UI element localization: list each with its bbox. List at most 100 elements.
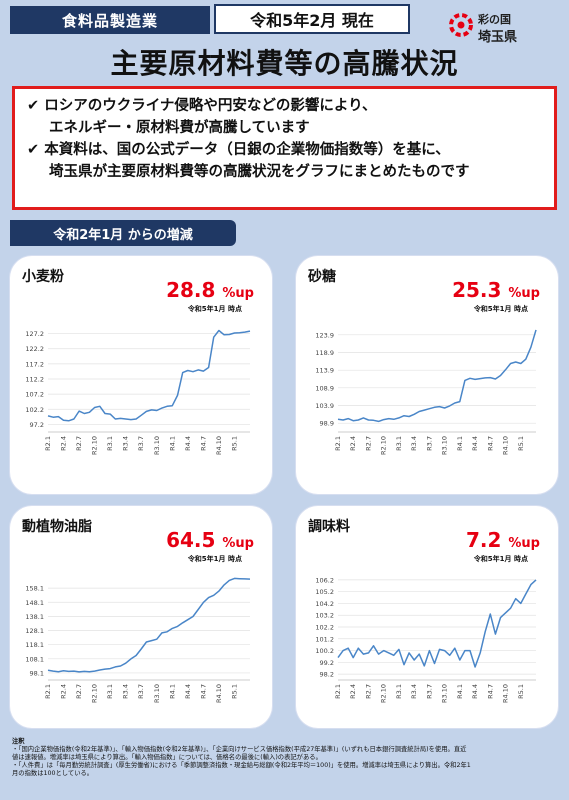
chart-title: 動植物油脂 [22, 519, 92, 535]
x-tick-label: R4.4 [184, 684, 192, 699]
notice-text-1: ロシアのウクライナ侵略や円安などの影響により、 [44, 98, 377, 114]
x-tick-label: R5.1 [230, 684, 238, 699]
x-tick-label: R3.4 [122, 436, 130, 451]
check-icon: ✔ [27, 142, 40, 158]
notes-line-3: ・「人件費」は「毎月勤労統計調査」(厚生労働省)における「季節調整済指数・現金給… [12, 762, 471, 769]
x-tick-label: R3.7 [425, 684, 433, 699]
notice-text-2: エネルギー・原材料費が高騰しています [49, 120, 310, 136]
y-tick-label: 99.2 [320, 659, 334, 667]
y-tick-label: 106.2 [315, 576, 334, 584]
y-tick-label: 108.1 [25, 655, 44, 663]
x-tick-label: R2.7 [364, 436, 372, 451]
x-tick-label: R4.1 [168, 436, 176, 451]
change-rate: 7.2 %up [466, 528, 540, 552]
x-tick-label: R5.1 [517, 684, 525, 699]
chart-card-oils-fats: 動植物油脂 64.5 %up 令和5年1月 時点 98.1 108.1 118.1 1… [10, 506, 272, 728]
y-tick-label: 102.2 [25, 406, 44, 414]
x-tick-label: R2.7 [75, 436, 83, 451]
change-rate: 25.3 %up [452, 278, 540, 302]
y-tick-label: 98.2 [320, 671, 334, 679]
x-tick-label: R5.1 [517, 436, 525, 451]
notice-line: ✔ ロシアのウクライナ侵略や円安などの影響により、 [27, 95, 542, 117]
change-unit: %up [508, 286, 540, 301]
line-chart: 98.2 99.2 100.2 101.2 102.2 103.2 104.2 105.2 10… [315, 576, 537, 703]
x-tick-label: R2.4 [60, 684, 68, 699]
x-tick-label: R4.1 [168, 684, 176, 699]
saitama-logo: 彩の国 埼玉県 [448, 8, 558, 45]
x-tick-label: R2.1 [334, 684, 342, 699]
x-tick-label: R3.7 [425, 436, 433, 451]
as-of-label: 令和5年1月 時点 [473, 305, 528, 313]
change-rate: 28.8 %up [166, 278, 254, 302]
x-tick-label: R3.10 [441, 684, 449, 703]
notes-line-2: 値は速報値。増減率は埼玉県により算出。「輸入物価指数」については、価格名の最後に… [12, 754, 322, 761]
logo-text-bottom: 埼玉県 [478, 30, 518, 45]
change-unit: %up [508, 536, 540, 551]
x-tick-label: R2.10 [91, 684, 99, 703]
x-tick-label: R3.1 [395, 684, 403, 699]
as-of-label: 令和5年1月 時点 [187, 555, 242, 563]
as-of-label: 令和5年1月 時点 [187, 305, 242, 313]
y-tick-label: 158.1 [25, 585, 44, 593]
x-tick-label: R2.4 [349, 684, 357, 699]
chart-card-wheat-flour: 小麦粉 28.8 %up 令和5年1月 時点 97.2 102.2 107.2 112… [10, 256, 272, 494]
x-tick-label: R2.10 [380, 684, 388, 703]
date-label: 令和5年2月 現在 [214, 4, 410, 34]
chart-title: 小麦粉 [22, 269, 64, 285]
line-chart: 98.9 103.9 108.9 113.9 118.9 123.9 R2.1 R2.4 R2.… [315, 329, 537, 455]
x-tick-label: R4.4 [471, 436, 479, 451]
x-tick-label: R3.10 [441, 436, 449, 455]
y-tick-label: 104.2 [315, 600, 334, 608]
y-tick-label: 97.2 [30, 421, 44, 429]
x-tick-label: R2.1 [44, 684, 52, 699]
x-tick-label: R2.7 [364, 684, 372, 699]
series-line [47, 329, 251, 422]
check-icon: ✔ [27, 98, 40, 114]
x-tick-label: R2.1 [44, 436, 52, 451]
x-tick-label: R4.10 [502, 436, 510, 455]
x-tick-label: R2.10 [91, 436, 99, 455]
x-tick-label: R2.4 [349, 436, 357, 451]
y-tick-label: 127.2 [25, 330, 44, 338]
x-tick-label: R4.10 [502, 684, 510, 703]
x-tick-label: R2.4 [60, 436, 68, 451]
y-tick-label: 117.2 [25, 360, 44, 368]
series-line [337, 579, 537, 668]
chart-title: 調味料 [308, 519, 350, 535]
x-tick-label: R3.10 [153, 436, 161, 455]
x-tick-label: R2.7 [75, 684, 83, 699]
x-tick-label: R4.10 [215, 436, 223, 455]
x-tick-label: R4.1 [456, 436, 464, 451]
change-value: 64.5 [166, 528, 216, 552]
x-tick-label: R3.1 [395, 436, 403, 451]
change-unit: %up [222, 536, 254, 551]
y-tick-label: 107.2 [25, 391, 44, 399]
x-tick-label: R2.10 [380, 436, 388, 455]
y-tick-label: 98.9 [320, 420, 334, 428]
y-tick-label: 113.9 [315, 367, 334, 375]
y-tick-label: 100.2 [315, 647, 334, 655]
as-of-label: 令和5年1月 時点 [473, 555, 528, 563]
x-tick-label: R3.4 [122, 684, 130, 699]
x-tick-label: R5.1 [230, 436, 238, 451]
chart-card-seasoning: 調味料 7.2 %up 令和5年1月 時点 98.2 99.2 100.2 101.2… [296, 506, 558, 728]
series-line [337, 329, 537, 423]
x-tick-label: R4.1 [456, 684, 464, 699]
page-title: 主要原材料費等の高騰状況 [110, 47, 459, 80]
y-tick-label: 122.2 [25, 345, 44, 353]
notes-heading: 注釈 [12, 738, 25, 745]
y-tick-label: 112.2 [25, 376, 44, 384]
prefecture-mark-icon [449, 13, 473, 37]
change-value: 28.8 [166, 278, 216, 302]
notice-box: ✔ ロシアのウクライナ侵略や円安などの影響により、 エネルギー・原材料費が高騰し… [12, 86, 557, 210]
x-tick-label: R3.1 [106, 684, 114, 699]
x-tick-label: R4.4 [184, 436, 192, 451]
y-tick-label: 105.2 [315, 588, 334, 596]
y-tick-label: 98.1 [30, 669, 44, 677]
x-tick-label: R4.10 [215, 684, 223, 703]
y-tick-label: 138.1 [25, 613, 44, 621]
change-value: 25.3 [452, 278, 502, 302]
chart-card-sugar: 砂糖 25.3 %up 令和5年1月 時点 98.9 103.9 108.9 113.… [296, 256, 558, 494]
x-tick-label: R3.10 [153, 684, 161, 703]
